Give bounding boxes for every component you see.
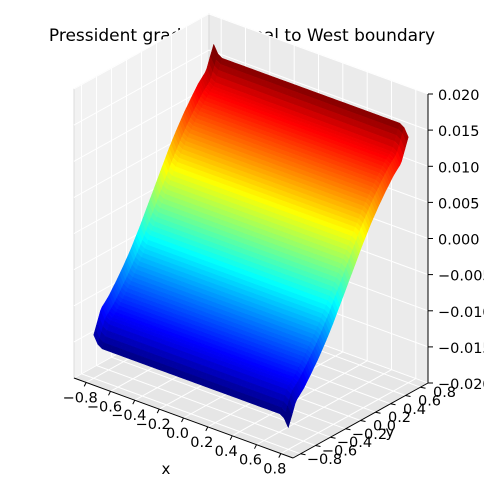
grid-floor-y	[111, 356, 331, 438]
y-tick-mark	[315, 445, 321, 447]
x-tick-label: −0.8	[63, 390, 98, 406]
surface-patch	[283, 411, 291, 429]
x-tick-label: 0.2	[190, 435, 213, 451]
x-tick-label: −0.4	[111, 408, 146, 424]
x-tick-mark	[83, 382, 87, 387]
x-tick-label: 0.8	[263, 462, 286, 478]
y-tick-mark	[420, 386, 426, 389]
grid-left-z	[73, 49, 210, 126]
y-tick-label: −0.8	[307, 452, 342, 468]
grid-back-z	[208, 49, 429, 131]
grid-back-z	[208, 13, 429, 95]
x-tick-label: 0.6	[239, 453, 262, 469]
y-tick-label: −0.6	[322, 444, 357, 460]
y-tick-label: −0.4	[337, 435, 372, 451]
y-tick-mark	[375, 411, 381, 414]
x-tick-mark	[156, 408, 160, 414]
grid-floor-y	[96, 365, 316, 446]
y-tick-mark	[390, 403, 396, 406]
x-tick-mark	[254, 444, 257, 449]
z-tick-label: −0.020	[438, 377, 484, 393]
z-tick-label: −0.015	[438, 341, 484, 357]
x-tick-label: 0.4	[215, 444, 238, 460]
y-tick-label: 0.0	[373, 419, 396, 435]
y-tick-mark	[360, 420, 366, 422]
tick-labels: −0.8−0.6−0.4−0.20.00.20.40.60.8−0.8−0.6−…	[63, 88, 484, 478]
grid-floor-y	[81, 373, 301, 455]
x-tick-label: −0.6	[87, 399, 122, 415]
y-tick-mark	[405, 395, 411, 397]
y-tick-label: 0.2	[388, 410, 411, 426]
x-tick-mark	[229, 435, 233, 441]
z-tick-label: 0.010	[438, 160, 480, 176]
z-tick-label: 0.000	[438, 233, 480, 249]
x-tick-mark	[108, 391, 111, 396]
z-tick-label: 0.015	[438, 124, 480, 140]
z-tick-label: 0.005	[438, 196, 480, 212]
x-tick-mark	[278, 453, 282, 458]
surface-plot	[93, 43, 409, 429]
z-tick-label: −0.005	[438, 269, 484, 285]
y-tick-mark	[330, 436, 336, 439]
x-tick-label: −0.2	[136, 417, 171, 433]
x-tick-mark	[205, 426, 209, 432]
y-tick-mark	[345, 428, 351, 431]
y-tick-label: 0.4	[403, 402, 426, 418]
z-tick-label: −0.010	[438, 305, 484, 321]
z-tick-label: 0.020	[438, 88, 480, 104]
y-tick-label: 0.8	[433, 385, 456, 401]
x-tick-label: 0.0	[166, 426, 189, 442]
x-tick-mark	[181, 417, 184, 423]
y-tick-label: −0.2	[352, 427, 387, 443]
y-axis-label: y	[386, 423, 395, 441]
y-tick-mark	[300, 453, 306, 456]
y-tick-label: 0.6	[418, 394, 441, 410]
grid-left-z	[73, 13, 210, 90]
grid-left-z	[73, 85, 210, 162]
x-axis-label: x	[162, 460, 171, 478]
x-tick-mark	[132, 399, 136, 405]
